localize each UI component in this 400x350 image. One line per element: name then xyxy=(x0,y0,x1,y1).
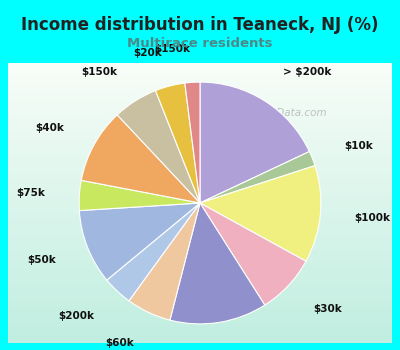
Wedge shape xyxy=(107,203,200,301)
Text: > $200k: > $200k xyxy=(283,67,331,77)
Text: $50k: $50k xyxy=(27,255,56,265)
Text: $75k: $75k xyxy=(17,188,46,198)
Text: $60k: $60k xyxy=(105,338,134,348)
Wedge shape xyxy=(200,203,306,305)
Text: $30k: $30k xyxy=(313,304,342,314)
Text: $10k: $10k xyxy=(344,141,373,151)
Text: $150k: $150k xyxy=(154,43,190,54)
Text: $100k: $100k xyxy=(354,212,390,223)
Text: $150k: $150k xyxy=(81,67,117,77)
Wedge shape xyxy=(200,166,321,261)
Text: $40k: $40k xyxy=(36,124,64,133)
Wedge shape xyxy=(117,91,200,203)
Wedge shape xyxy=(79,203,200,280)
Wedge shape xyxy=(81,115,200,203)
Text: $200k: $200k xyxy=(58,311,94,321)
Text: Multirace residents: Multirace residents xyxy=(127,37,273,50)
Wedge shape xyxy=(170,203,265,324)
Wedge shape xyxy=(185,82,200,203)
Text: ⓘ City-Data.com: ⓘ City-Data.com xyxy=(243,108,326,118)
Text: Income distribution in Teaneck, NJ (%): Income distribution in Teaneck, NJ (%) xyxy=(21,16,379,34)
Text: $20k: $20k xyxy=(133,48,162,58)
Wedge shape xyxy=(156,83,200,203)
Wedge shape xyxy=(129,203,200,320)
Wedge shape xyxy=(200,152,315,203)
Wedge shape xyxy=(79,180,200,211)
Wedge shape xyxy=(200,82,310,203)
